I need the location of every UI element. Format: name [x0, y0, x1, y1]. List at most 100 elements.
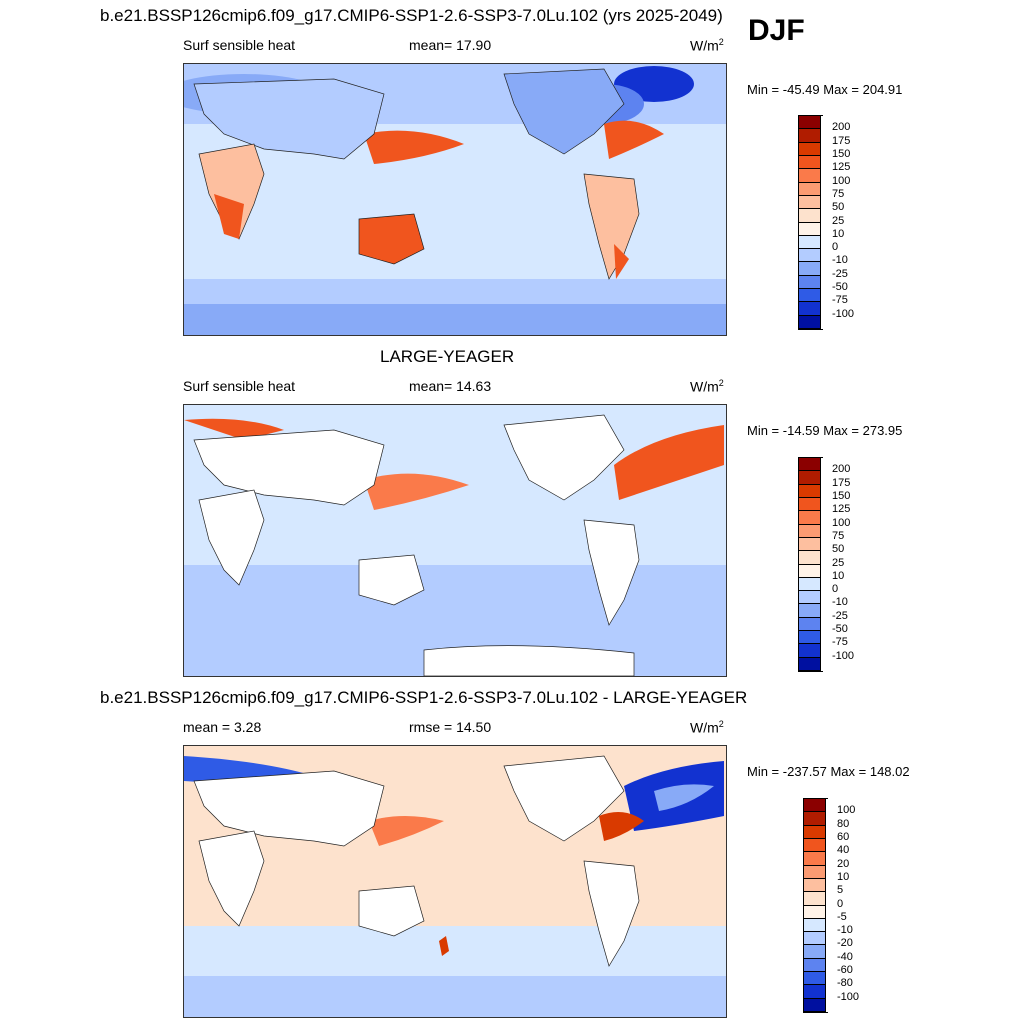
colorbar-tick-label: 25 — [832, 214, 845, 227]
colorbar-tick-label: -100 — [832, 649, 855, 662]
colorbar-swatch — [803, 892, 826, 906]
colorbar-swatch — [803, 799, 826, 813]
colorbar-swatch — [803, 865, 826, 879]
colorbar-tick-label: -10 — [837, 924, 853, 937]
colorbar-tick-label: -25 — [832, 267, 848, 280]
colorbar-tick-label: 100 — [832, 516, 851, 529]
colorbar-swatch — [798, 315, 821, 329]
colorbar-tick-label: -10 — [832, 596, 848, 609]
panel1-variable: Surf sensible heat — [183, 37, 296, 53]
colorbar-swatch — [798, 644, 821, 658]
colorbar-swatch — [803, 958, 826, 973]
colorbar-swatch — [798, 471, 821, 485]
panel2-minmax: Min = -14.59 Max = 273.95 — [747, 423, 903, 438]
colorbar-tick-label: -80 — [837, 977, 853, 990]
colorbar-swatch — [798, 511, 821, 525]
colorbar-swatch — [803, 838, 826, 853]
colorbar-swatch — [798, 142, 821, 156]
colorbar-tick-label: -40 — [837, 950, 853, 963]
panel3-rmse: rmse = 14.50 — [409, 719, 492, 735]
panel2-map-svg — [184, 405, 726, 676]
colorbar-swatch — [798, 275, 821, 290]
colorbar-swatch — [798, 524, 821, 538]
panel1-map — [183, 63, 727, 336]
colorbar-tick-label: -100 — [832, 307, 855, 320]
colorbar-tick-label: 75 — [832, 187, 845, 200]
colorbar-swatch — [798, 564, 821, 578]
panel3-map-svg — [184, 746, 726, 1017]
colorbar-swatch — [798, 577, 821, 592]
colorbar-swatch — [798, 249, 821, 263]
colorbar-swatch — [803, 812, 826, 826]
panel1-mean: mean= 17.90 — [409, 37, 492, 53]
colorbar-swatch — [798, 235, 821, 250]
colorbar-swatch — [803, 905, 826, 919]
colorbar-swatch — [798, 551, 821, 565]
panel3-title: b.e21.BSSP126cmip6.f09_g17.CMIP6-SSP1-2.… — [100, 688, 748, 707]
colorbar-swatch — [798, 129, 821, 143]
colorbar-tick-label: 125 — [832, 503, 851, 516]
colorbar-tick-label: 150 — [832, 147, 851, 160]
colorbar-swatch — [803, 878, 826, 893]
colorbar-tick-label: 0 — [837, 897, 844, 910]
colorbar-swatch — [798, 195, 821, 210]
colorbar-swatch — [803, 985, 826, 999]
colorbar-tick-label: -60 — [837, 964, 853, 977]
colorbar-swatch — [798, 169, 821, 183]
colorbar-tick-label: 0 — [832, 583, 839, 596]
colorbar-swatch — [803, 932, 826, 946]
colorbar-tick-label: 5 — [837, 884, 844, 897]
panel3-minmax: Min = -237.57 Max = 148.02 — [747, 764, 910, 779]
colorbar-swatch — [798, 209, 821, 223]
colorbar-tick-label: -20 — [837, 937, 853, 950]
colorbar-swatch — [803, 945, 826, 959]
colorbar-swatch — [798, 497, 821, 512]
colorbar-tick-label: 125 — [832, 161, 851, 174]
colorbar-tick-label: 40 — [837, 844, 850, 857]
colorbar-tick-label: 25 — [832, 556, 845, 569]
colorbar-tick-label: 175 — [832, 134, 851, 147]
colorbar-tick-label: -100 — [837, 990, 860, 1003]
colorbar-tick-label: 150 — [832, 489, 851, 502]
panel1-map-svg — [184, 64, 726, 335]
colorbar-tick-label: -50 — [832, 623, 848, 636]
colorbar-tick-label: -5 — [837, 910, 847, 923]
colorbar-swatch — [798, 617, 821, 632]
colorbar-swatch — [798, 182, 821, 196]
panel3-mean: mean = 3.28 — [183, 719, 262, 735]
colorbar-tick-label: 60 — [837, 830, 850, 843]
panel3-map — [183, 745, 727, 1018]
colorbar-swatch — [803, 918, 826, 933]
colorbar-tick-label: 75 — [832, 529, 845, 542]
colorbar-tick-label: -50 — [832, 281, 848, 294]
panel2-title: LARGE-YEAGER — [380, 347, 515, 366]
colorbar-swatch — [798, 631, 821, 645]
figure-title: b.e21.BSSP126cmip6.f09_g17.CMIP6-SSP1-2.… — [100, 6, 723, 25]
panel2-units: W/m2 — [690, 378, 724, 395]
colorbar-swatch — [798, 222, 821, 236]
colorbar-swatch — [803, 825, 826, 839]
panel3-units: W/m2 — [690, 719, 724, 736]
colorbar-tick-label: 200 — [832, 121, 851, 134]
colorbar-tick-label: 10 — [832, 569, 845, 582]
colorbar-swatch — [798, 537, 821, 552]
panel2-colorbar — [798, 457, 823, 672]
colorbar-tick-label: 20 — [837, 857, 850, 870]
colorbar-tick-label: -10 — [832, 254, 848, 267]
colorbar-swatch — [798, 302, 821, 316]
colorbar-swatch — [803, 998, 826, 1012]
panel2-variable: Surf sensible heat — [183, 378, 296, 394]
panel1-minmax: Min = -45.49 Max = 204.91 — [747, 82, 903, 97]
panel2-map — [183, 404, 727, 677]
colorbar-tick-label: 200 — [832, 463, 851, 476]
colorbar-tick-label: 50 — [832, 543, 845, 556]
colorbar-swatch — [798, 657, 821, 671]
colorbar-tick-label: 100 — [837, 804, 856, 817]
colorbar-swatch — [798, 289, 821, 303]
colorbar-tick-label: 175 — [832, 476, 851, 489]
colorbar-tick-label: 10 — [837, 870, 850, 883]
colorbar-swatch — [803, 972, 826, 986]
colorbar-swatch — [798, 484, 821, 498]
colorbar-swatch — [798, 458, 821, 472]
colorbar-swatch — [798, 591, 821, 605]
